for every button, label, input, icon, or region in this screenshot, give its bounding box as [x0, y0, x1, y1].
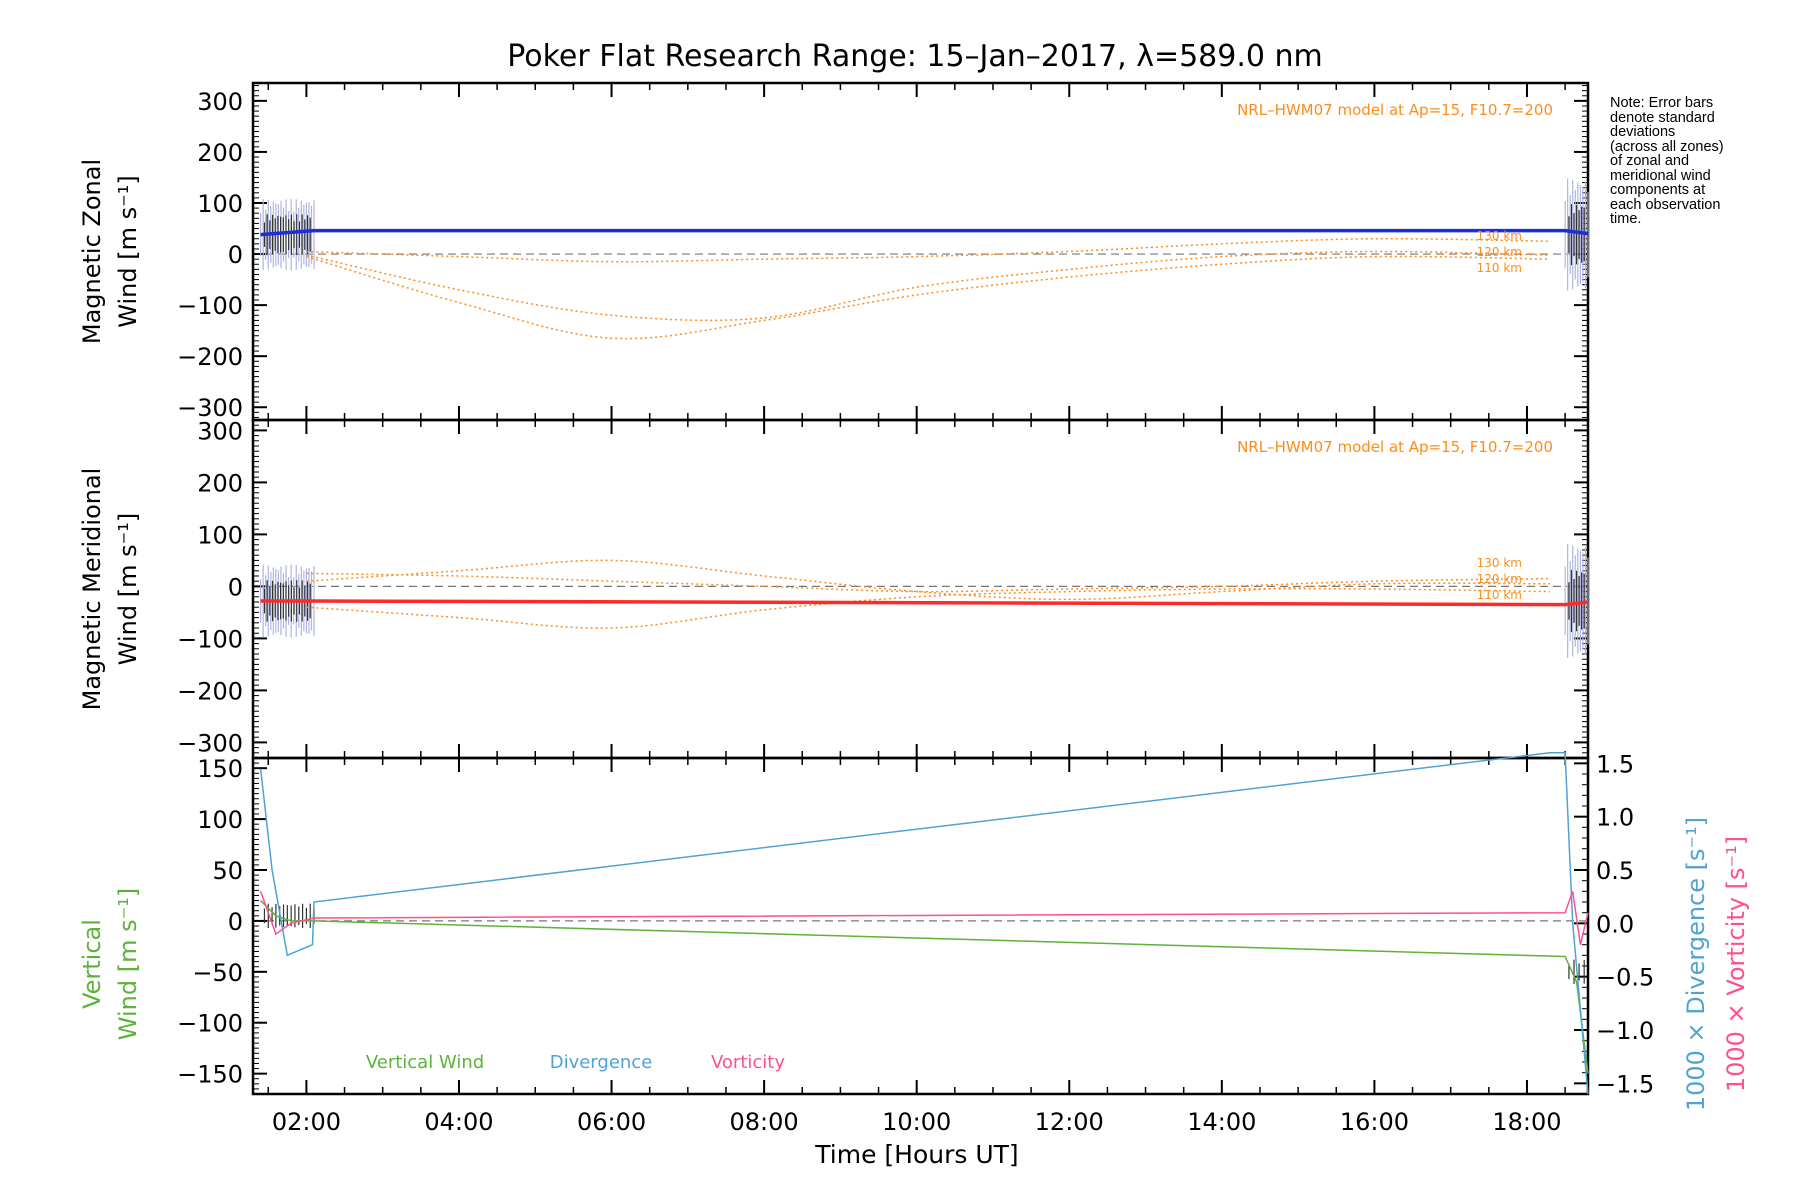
- vorticity-line: [259, 891, 1589, 945]
- y-axis-unit-label: Wind [m s⁻¹]: [114, 175, 142, 327]
- error-bar-note: Note: Error bars denote standard deviati…: [1610, 95, 1724, 227]
- model-curve-120-km: [306, 250, 1550, 322]
- x-axis-label: Time [Hours UT]: [814, 1140, 1018, 1169]
- zonal-wind-panel: 300 200 100 0 −100 −200 −300 NRL–HWM07 model at…: [78, 81, 1590, 422]
- x-tick-label: 14:00: [1187, 1108, 1256, 1136]
- model-level-label: 120 km: [1477, 245, 1522, 259]
- vertical-wind-panel: 02:00 04:00 06:00 08:00 10:00 12:00 14:00 16:00…: [78, 750, 1750, 1136]
- y-tick-label: 0: [228, 241, 243, 269]
- y-tick-label: −200: [177, 343, 243, 371]
- zonal-wind-line: [260, 228, 1589, 237]
- y2-axis-vorticity-label: 1000 × Vorticity [s⁻¹]: [1722, 836, 1750, 1092]
- y-tick-label: −100: [177, 292, 243, 320]
- x-tick-label: 06:00: [577, 1108, 646, 1136]
- legend-item: Vertical Wind: [366, 1052, 484, 1073]
- y-axis-label: Vertical: [78, 919, 106, 1009]
- y-tick-label: −300: [177, 729, 243, 757]
- x-tick-label: 10:00: [882, 1108, 951, 1136]
- y-tick-label: −200: [177, 677, 243, 705]
- model-curve-120-km: [306, 559, 1550, 601]
- y-tick-label: 200: [197, 139, 243, 167]
- x-tick-label: 16:00: [1340, 1108, 1409, 1136]
- y-tick-label: 300: [197, 88, 243, 116]
- y-tick-label: 0: [228, 908, 243, 936]
- x-tick-label: 12:00: [1035, 1108, 1104, 1136]
- model-level-label: 120 km: [1477, 572, 1522, 586]
- y-tick-label: 100: [197, 806, 243, 834]
- plot-frame: [251, 418, 1590, 760]
- y-axis-label: Magnetic Meridional: [78, 468, 106, 711]
- y-tick-label: 0: [228, 573, 243, 601]
- y-tick-label: 100: [197, 190, 243, 218]
- x-tick-label: 18:00: [1492, 1108, 1561, 1136]
- y-tick-label: −300: [177, 394, 243, 422]
- model-curve-130-km: [306, 237, 1550, 263]
- y2-tick-label: 0.0: [1596, 910, 1634, 938]
- x-tick-label: 08:00: [730, 1108, 799, 1136]
- y-axis-unit-label: Wind [m s⁻¹]: [114, 888, 142, 1040]
- y-tick-label: 100: [197, 521, 243, 549]
- y2-tick-label: −1.5: [1596, 1070, 1654, 1098]
- model-curve-110-km: [306, 587, 1550, 629]
- plot-frame: [251, 756, 1590, 1096]
- y-tick-label: −100: [177, 625, 243, 653]
- y-tick-label: 300: [197, 417, 243, 445]
- y-tick-label: 50: [212, 857, 243, 885]
- y2-tick-label: 1.5: [1596, 750, 1634, 778]
- model-annotation: NRL–HWM07 model at Ap=15, F10.7=200: [1237, 101, 1553, 119]
- vertical-wind-line: [260, 899, 1589, 1074]
- model-level-label: 110 km: [1477, 261, 1522, 275]
- y2-tick-label: 1.0: [1596, 804, 1634, 832]
- y2-axis-divergence-label: 1000 × Divergence [s⁻¹]: [1682, 817, 1710, 1111]
- meridional-wind-line: [260, 599, 1589, 607]
- y-tick-label: 200: [197, 469, 243, 497]
- model-level-label: 110 km: [1477, 588, 1522, 602]
- model-level-label: 130 km: [1477, 556, 1522, 570]
- model-level-label: 130 km: [1477, 229, 1522, 243]
- y2-tick-label: 0.5: [1596, 857, 1634, 885]
- model-annotation: NRL–HWM07 model at Ap=15, F10.7=200: [1237, 438, 1553, 456]
- y-axis-label: Magnetic Zonal: [78, 159, 106, 344]
- model-curve-130-km: [306, 572, 1550, 593]
- y2-tick-label: −1.0: [1596, 1017, 1654, 1045]
- x-tick-label: 02:00: [272, 1108, 341, 1136]
- legend-item: Divergence: [550, 1052, 653, 1073]
- legend-item: Vorticity: [711, 1052, 785, 1073]
- x-tick-label: 04:00: [424, 1108, 493, 1136]
- y-tick-label: −150: [177, 1061, 243, 1089]
- y-tick-label: −50: [192, 959, 243, 987]
- y2-tick-label: −0.5: [1596, 964, 1654, 992]
- y-axis-unit-label: Wind [m s⁻¹]: [114, 513, 142, 665]
- model-curve-110-km: [306, 255, 1550, 340]
- chart-title: Poker Flat Research Range: 15–Jan–2017, …: [507, 39, 1323, 74]
- plot-frame: [251, 81, 1590, 422]
- y-tick-label: −100: [177, 1010, 243, 1038]
- meridional-wind-panel: 300 200 100 0 −100 −200 −300 NRL–HWM07 model at…: [78, 417, 1590, 760]
- y-tick-label: 150: [197, 755, 243, 783]
- divergence-line: [259, 751, 1589, 1095]
